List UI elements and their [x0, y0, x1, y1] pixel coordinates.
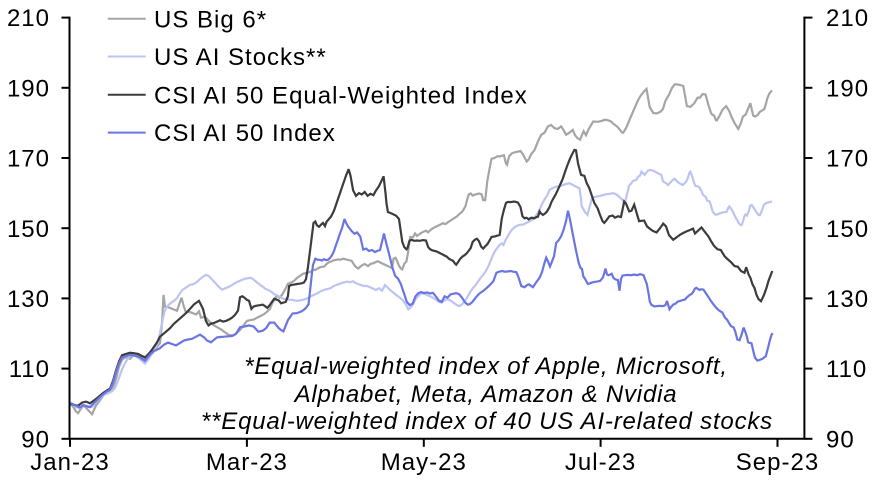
svg-text:190: 190 — [7, 75, 50, 102]
svg-text:110: 110 — [826, 356, 867, 383]
svg-text:190: 190 — [826, 75, 869, 102]
svg-text:US Big 6*: US Big 6* — [154, 6, 267, 33]
svg-text:130: 130 — [826, 286, 869, 313]
svg-text:210: 210 — [826, 5, 869, 32]
svg-text:Mar-23: Mar-23 — [206, 449, 288, 476]
svg-text:Alphabet, Meta, Amazon & Nvidi: Alphabet, Meta, Amazon & Nvidia — [293, 381, 678, 408]
svg-text:170: 170 — [826, 146, 869, 173]
svg-text:170: 170 — [7, 146, 50, 173]
svg-text:Jul-23: Jul-23 — [565, 449, 636, 476]
svg-text:US AI Stocks**: US AI Stocks** — [154, 44, 327, 71]
svg-text:150: 150 — [826, 216, 869, 243]
svg-text:Jan-23: Jan-23 — [30, 449, 109, 476]
svg-text:130: 130 — [7, 286, 50, 313]
svg-text:90: 90 — [826, 426, 855, 453]
svg-text:150: 150 — [7, 216, 50, 243]
svg-text:May-23: May-23 — [381, 449, 467, 476]
svg-text:*Equal-weighted index of Apple: *Equal-weighted index of Apple, Microsof… — [244, 353, 728, 380]
svg-text:Sep-23: Sep-23 — [736, 449, 819, 476]
svg-text:110: 110 — [9, 356, 50, 383]
svg-text:CSI AI 50 Index: CSI AI 50 Index — [154, 120, 336, 147]
svg-text:210: 210 — [7, 5, 50, 32]
svg-text:**Equal-weighted index of 40 U: **Equal-weighted index of 40 US AI-relat… — [201, 408, 773, 435]
svg-text:90: 90 — [21, 426, 50, 453]
svg-text:CSI AI 50 Equal-Weighted Index: CSI AI 50 Equal-Weighted Index — [154, 82, 528, 109]
